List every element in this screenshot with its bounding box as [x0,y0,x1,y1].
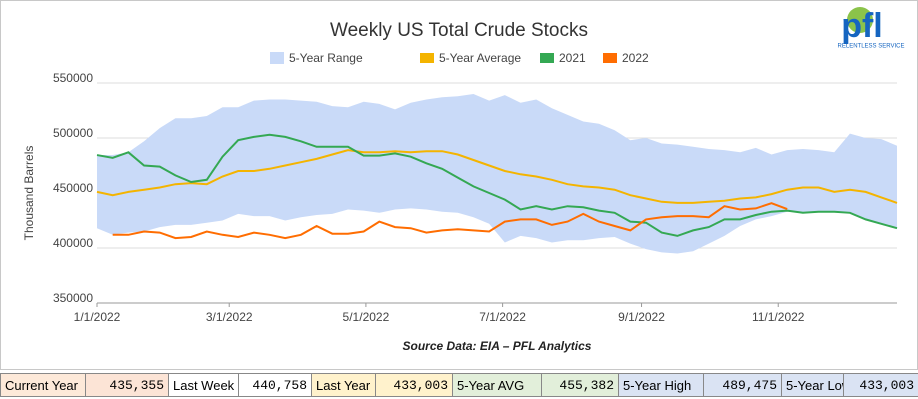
summary-label: 5-Year Low [781,373,844,397]
legend-label: 2022 [622,51,649,65]
summary-value: 435,355 [85,373,169,397]
summary-label: Last Year [311,373,376,397]
y-tick-label: 450000 [53,181,93,195]
summary-value: 440,758 [238,373,312,397]
legend-swatch [270,52,284,64]
x-tick-label: 11/1/2022 [752,310,805,324]
summary-value: 489,475 [703,373,782,397]
logo: pfl RELENTLESS SERVICE [838,7,905,50]
y-tick-label: 500000 [53,126,93,140]
chart-title: Weekly US Total Crude Stocks [330,20,588,41]
series-line [96,149,898,204]
legend-label: 5-Year Average [439,51,521,65]
legend-swatch [420,53,434,63]
summary-row: Current Year 435,355 Last Week 440,758 Last … [0,373,918,397]
logo-tagline: RELENTLESS SERVICE [838,44,905,50]
y-axis-title: Thousand Barrels [22,146,36,241]
y-tick-label: 400000 [53,236,93,250]
logo-mark: pfl [841,7,883,45]
legend-label: 5-Year Range [289,51,363,65]
summary-table: Current Year 435,355 Last Week 440,758 Last … [0,373,918,397]
x-tick-label: 3/1/2022 [206,310,253,324]
series-line [112,202,788,240]
legend-swatch [540,53,554,63]
x-tick-label: 5/1/2022 [343,310,390,324]
series-line [96,133,898,237]
y-tick-label: 550000 [53,71,93,85]
range-area [97,94,897,254]
legend-swatch [603,53,617,63]
summary-value: 433,003 [375,373,453,397]
y-tick-label: 350000 [53,291,93,305]
logo-swoosh [847,7,873,33]
chart: Weekly US Total Crude Stocks Thousand Ba… [22,7,905,353]
x-tick-label: 1/1/2022 [74,310,121,324]
summary-label: Last Week [168,373,239,397]
summary-value: 455,382 [541,373,619,397]
x-tick-label: 7/1/2022 [479,310,526,324]
summary-label: 5-Year High [618,373,704,397]
legend-label: 2021 [559,51,586,65]
source-note: Source Data: EIA – PFL Analytics [403,339,592,353]
summary-value: 433,003 [843,373,918,397]
x-tick-label: 9/1/2022 [618,310,665,324]
summary-label: Current Year [0,373,86,397]
summary-label: 5-Year AVG [452,373,542,397]
